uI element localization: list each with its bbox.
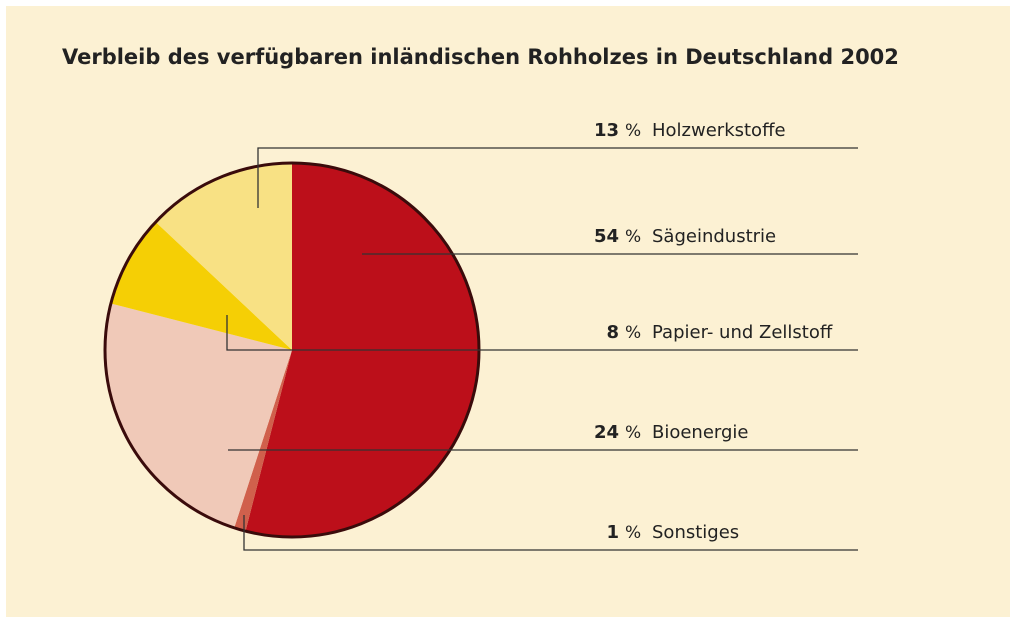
unit-label: % — [625, 323, 641, 343]
unit-label: % — [625, 121, 641, 141]
value-label: 8 — [606, 322, 619, 343]
chart-title: Verbleib des verfügbaren inländischen Ro… — [62, 45, 899, 69]
unit-label: % — [625, 523, 641, 543]
value-label: 1 — [606, 522, 619, 543]
category-label: Sonstiges — [652, 522, 739, 543]
category-label: Holzwerkstoffe — [652, 120, 786, 141]
pie-slice — [234, 350, 292, 532]
leader-line — [243, 515, 858, 551]
value-label: 24 — [594, 422, 619, 443]
value-label: 54 — [594, 226, 619, 247]
category-label: Sägeindustrie — [652, 226, 776, 247]
pie-slice — [110, 221, 293, 350]
pie-slice — [155, 163, 292, 350]
leader-line — [257, 147, 858, 208]
unit-label: % — [625, 423, 641, 443]
leader-line — [226, 315, 858, 351]
category-label: Papier- und Zellstoff — [652, 322, 833, 343]
value-label: 13 — [594, 120, 619, 141]
category-label: Bioenergie — [652, 422, 749, 443]
unit-label: % — [625, 227, 641, 247]
